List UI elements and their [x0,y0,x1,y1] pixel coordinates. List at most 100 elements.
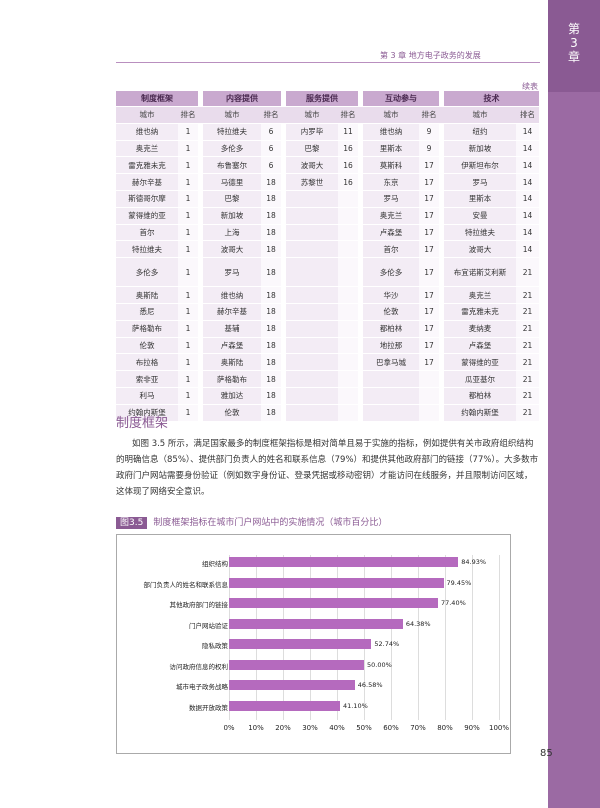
rank-cell: 21 [516,320,539,338]
city-cell: 利马 [116,387,178,405]
city-cell: 苏黎世 [286,173,338,191]
city-cell: 波哥大 [203,240,261,259]
table-row: 奥斯陆 1 维也纳 18 华沙 17 奥克兰 21 [116,286,539,304]
bar-value-label: 50.00% [367,660,392,669]
subheader-rank: 排名 [516,106,539,124]
city-cell [363,370,419,388]
table-row: 赫尔辛基 1 马德里 18 苏黎世 16 东京 17 罗马 14 [116,173,539,191]
city-cell: 新加坡 [203,207,261,225]
x-tick-label: 70% [410,724,426,732]
rank-cell: 21 [516,337,539,355]
table-row: 约翰内斯堡 1 伦敦 18 约翰内斯堡 21 [116,404,539,422]
table-row: 特拉维夫 1 波哥大 18 首尔 17 波哥大 14 [116,240,539,259]
city-cell: 安曼 [444,207,516,225]
rank-cell: 16 [338,140,358,158]
rank-cell: 17 [419,320,439,338]
city-cell: 布宜诺斯艾利斯 [444,257,516,288]
rank-cell: 1 [178,224,198,242]
city-cell [363,404,419,422]
city-cell: 罗马 [363,190,419,208]
ranking-table: 制度框架 内容提供 服务提供 互动参与 技术 城市 排名 城市 排名 城市 排名 城市 排名城… [116,91,539,422]
table-row: 布拉格 1 奥斯陆 18 巴拿马城 17 蒙得维的亚 21 [116,353,539,372]
bar-chart: 0% 10% 20% 30% 40% 50% 60% 70% 80% 90% 100% 组织结构 84.… [116,534,511,754]
rank-cell: 21 [516,387,539,405]
rank-cell: 1 [178,173,198,191]
subheader-city: 城市 [444,106,516,124]
rank-cell: 21 [516,370,539,388]
rank-cell: 18 [261,370,281,388]
grid-line [310,555,311,720]
table-row: 雷克雅未克 1 布鲁塞尔 6 波哥大 16 莫斯科 17 伊斯坦布尔 14 [116,156,539,175]
city-cell: 伦敦 [116,337,178,355]
table-row: 维也纳 1 特拉维夫 6 内罗毕 11 维也纳 9 纽约 14 [116,123,539,141]
rank-cell: 18 [261,404,281,422]
rank-cell [338,224,358,242]
city-cell: 马德里 [203,173,261,191]
city-cell: 内罗毕 [286,123,338,141]
rank-cell [419,404,439,422]
header-divider [116,62,540,63]
city-cell: 布拉格 [116,353,178,372]
rank-cell: 21 [516,286,539,304]
bar [229,598,438,608]
group-header: 制度框架 [116,91,198,107]
x-tick-label: 10% [248,724,264,732]
city-cell: 斯德哥尔摩 [116,190,178,208]
city-cell: 新加坡 [444,140,516,158]
subheader-city: 城市 [363,106,419,124]
rank-cell: 18 [261,207,281,225]
city-cell [286,240,338,259]
category-label: 其他政府部门的链接 [169,601,229,609]
grid-line [256,555,257,720]
bar [229,659,364,670]
group-header: 互动参与 [363,91,439,107]
rank-cell [338,387,358,405]
category-label: 访问政府信息的权利 [169,662,229,671]
table-continued-label: 续表 [522,82,538,91]
rank-cell: 21 [516,353,539,372]
rank-cell: 14 [516,123,539,141]
table-group-header: 制度框架 内容提供 服务提供 互动参与 技术 [116,91,539,107]
city-cell: 瓜亚基尔 [444,370,516,388]
running-header: 第 3 章 地方电子政务的发展 [380,51,481,60]
subheader-city: 城市 [116,106,178,124]
rank-cell: 18 [261,190,281,208]
rank-cell: 9 [419,123,439,141]
table-row: 利马 1 雅加达 18 都柏林 21 [116,387,539,405]
rank-cell: 11 [338,123,358,141]
bar [229,618,403,629]
figure-title: 制度框架指标在城市门户网站中的实施情况（城市百分比） [153,518,388,528]
city-cell [286,224,338,242]
city-cell: 蒙得维的亚 [116,207,178,225]
city-cell: 雷克雅未克 [444,303,516,321]
city-cell: 伊斯坦布尔 [444,156,516,175]
rank-cell [338,207,358,225]
rank-cell: 14 [516,190,539,208]
grid-line [283,555,284,720]
rank-cell: 1 [178,353,198,372]
city-cell: 都柏林 [363,320,419,338]
subheader-city: 城市 [203,106,261,124]
category-label: 数据开放政策 [189,703,228,712]
table-row: 悉尼 1 赫尔辛基 18 伦敦 17 雷克雅未克 21 [116,303,539,321]
rank-cell: 17 [419,224,439,242]
table-row: 蒙得维的亚 1 新加坡 18 奥克兰 17 安曼 14 [116,207,539,225]
rank-cell [338,257,358,288]
city-cell: 莫斯科 [363,156,419,175]
table-row: 斯德哥尔摩 1 巴黎 18 罗马 17 里斯本 14 [116,190,539,208]
x-tick-label: 60% [383,724,399,732]
table-row: 索非亚 1 萨格勒布 18 瓜亚基尔 21 [116,370,539,388]
city-cell: 赫尔辛基 [203,303,261,321]
rank-cell: 18 [261,387,281,405]
rank-cell: 18 [261,320,281,338]
rank-cell: 17 [419,353,439,372]
x-tick-label: 50% [356,724,372,732]
rank-cell: 21 [516,257,539,288]
city-cell [286,387,338,405]
rank-cell: 9 [419,140,439,158]
rank-cell: 1 [178,207,198,225]
rank-cell [338,190,358,208]
category-label: 隐私政策 [202,642,228,650]
category-label: 城市电子政务战略 [176,683,228,691]
rank-cell: 18 [261,303,281,321]
